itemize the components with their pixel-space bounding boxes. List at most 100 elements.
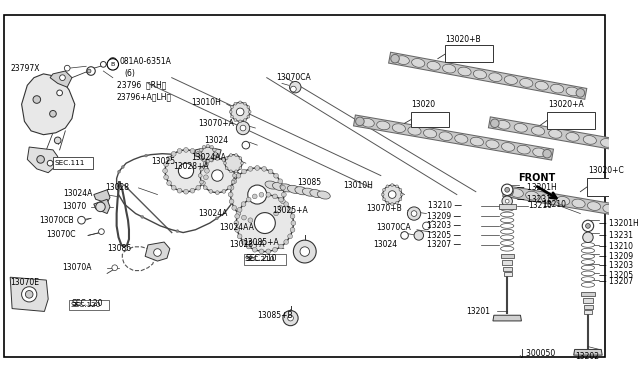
Circle shape xyxy=(231,167,235,171)
Circle shape xyxy=(200,148,203,152)
Circle shape xyxy=(202,158,205,162)
Circle shape xyxy=(386,185,389,188)
Circle shape xyxy=(232,205,237,210)
Text: 13020+B: 13020+B xyxy=(445,35,481,44)
Circle shape xyxy=(230,106,234,109)
Circle shape xyxy=(198,174,202,177)
Ellipse shape xyxy=(392,124,406,132)
Circle shape xyxy=(237,234,242,239)
Ellipse shape xyxy=(265,181,278,189)
Ellipse shape xyxy=(581,260,595,264)
Text: 13070C: 13070C xyxy=(46,230,76,239)
Circle shape xyxy=(198,152,202,155)
Text: 23797X: 23797X xyxy=(10,64,40,73)
Circle shape xyxy=(391,54,399,63)
Text: 23796  〈RH〉: 23796 〈RH〉 xyxy=(116,81,166,90)
Circle shape xyxy=(65,65,70,71)
Text: 13085+A: 13085+A xyxy=(243,238,279,247)
Ellipse shape xyxy=(566,132,579,141)
Circle shape xyxy=(248,185,267,204)
Text: 13025+A: 13025+A xyxy=(273,206,308,215)
Circle shape xyxy=(216,217,218,220)
Bar xyxy=(69,300,109,311)
Ellipse shape xyxy=(310,190,323,198)
Circle shape xyxy=(47,160,53,166)
Circle shape xyxy=(22,287,37,302)
Circle shape xyxy=(274,211,278,216)
Ellipse shape xyxy=(550,84,564,93)
Circle shape xyxy=(278,197,284,202)
Circle shape xyxy=(216,163,218,166)
Circle shape xyxy=(399,188,402,191)
Text: SEC.210: SEC.210 xyxy=(246,254,277,263)
Text: 13203 —: 13203 — xyxy=(428,221,461,230)
Circle shape xyxy=(252,247,257,252)
Ellipse shape xyxy=(454,135,468,143)
Circle shape xyxy=(291,221,296,225)
Circle shape xyxy=(210,158,213,162)
Text: 13024A: 13024A xyxy=(63,189,93,198)
Ellipse shape xyxy=(500,235,514,240)
Circle shape xyxy=(401,232,408,239)
Circle shape xyxy=(200,156,205,161)
Ellipse shape xyxy=(517,145,531,154)
Bar xyxy=(583,298,593,303)
Circle shape xyxy=(107,59,118,70)
Circle shape xyxy=(225,157,228,160)
Circle shape xyxy=(190,188,195,193)
Circle shape xyxy=(26,291,33,298)
Text: FRONT: FRONT xyxy=(518,173,556,183)
Ellipse shape xyxy=(557,196,570,205)
Circle shape xyxy=(400,193,403,196)
Text: 13028+A: 13028+A xyxy=(228,240,264,249)
Ellipse shape xyxy=(500,224,514,228)
Ellipse shape xyxy=(581,254,595,259)
Circle shape xyxy=(262,167,266,171)
Ellipse shape xyxy=(295,187,308,195)
Ellipse shape xyxy=(510,189,524,198)
Ellipse shape xyxy=(535,81,548,90)
Ellipse shape xyxy=(500,206,514,211)
Text: 13024AA: 13024AA xyxy=(220,223,254,232)
Text: 13070E: 13070E xyxy=(10,278,39,288)
Circle shape xyxy=(33,96,40,103)
Ellipse shape xyxy=(500,246,514,251)
Circle shape xyxy=(383,188,385,191)
Circle shape xyxy=(164,162,168,167)
Circle shape xyxy=(391,203,394,205)
Text: 13070A: 13070A xyxy=(63,263,92,272)
Circle shape xyxy=(99,229,104,234)
Text: SEC.120: SEC.120 xyxy=(72,299,104,308)
Ellipse shape xyxy=(548,129,562,138)
Circle shape xyxy=(274,173,278,178)
Circle shape xyxy=(386,201,389,204)
Circle shape xyxy=(225,167,228,170)
Circle shape xyxy=(109,58,116,65)
Circle shape xyxy=(196,151,201,156)
Ellipse shape xyxy=(470,137,483,146)
Circle shape xyxy=(60,75,65,80)
Bar xyxy=(412,112,449,127)
Circle shape xyxy=(586,224,590,228)
Bar xyxy=(445,45,493,62)
Ellipse shape xyxy=(273,182,285,190)
Text: 13070+A: 13070+A xyxy=(198,119,234,128)
Ellipse shape xyxy=(618,207,632,216)
Ellipse shape xyxy=(377,121,390,130)
Circle shape xyxy=(87,69,91,73)
Circle shape xyxy=(216,191,220,195)
Circle shape xyxy=(290,228,295,232)
Ellipse shape xyxy=(317,191,330,199)
Circle shape xyxy=(176,230,179,232)
Circle shape xyxy=(225,155,242,172)
Circle shape xyxy=(229,199,234,204)
Ellipse shape xyxy=(500,218,514,222)
Circle shape xyxy=(293,240,316,263)
Circle shape xyxy=(212,156,216,159)
Circle shape xyxy=(154,249,161,256)
Circle shape xyxy=(237,208,242,212)
Polygon shape xyxy=(22,74,75,135)
Circle shape xyxy=(228,192,233,197)
Circle shape xyxy=(230,115,234,118)
Text: 13070CB: 13070CB xyxy=(38,216,74,225)
